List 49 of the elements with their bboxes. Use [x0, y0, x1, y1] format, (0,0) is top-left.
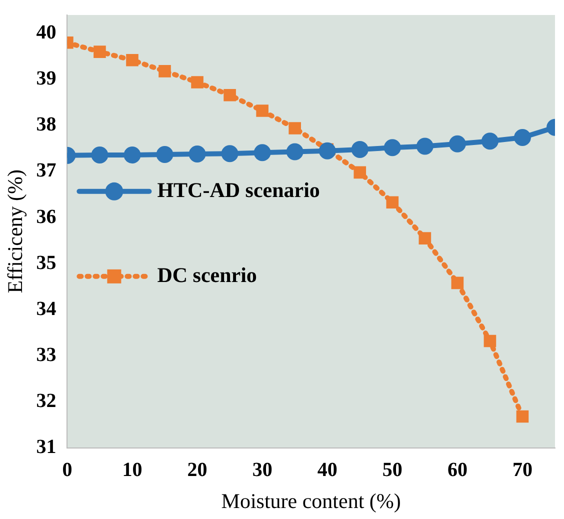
y-tick-label: 34 [36, 298, 56, 320]
x-tick-label: 60 [447, 458, 468, 481]
point [256, 104, 268, 117]
y-tick-label: 35 [36, 252, 56, 274]
point [318, 142, 336, 160]
point [451, 276, 464, 290]
point [484, 334, 496, 348]
y-tick-label: 32 [36, 390, 56, 412]
point [191, 76, 204, 88]
point [351, 140, 368, 158]
point [354, 166, 366, 179]
y-tick-label: 40 [36, 22, 56, 44]
point [221, 145, 238, 162]
y-tick-label: 38 [36, 114, 56, 136]
legend-label: DC scenrio [157, 262, 257, 287]
point [481, 132, 498, 150]
point [124, 146, 141, 164]
point [156, 146, 174, 164]
x-tick-label: 30 [252, 458, 272, 481]
y-tick-label: 37 [36, 160, 56, 182]
x-tick-label: 50 [382, 458, 402, 481]
y-axis-title: Efficiceny (%) [3, 169, 28, 294]
point [188, 146, 206, 163]
x-tick-label: 40 [317, 458, 338, 481]
x-tick-label: 20 [187, 458, 208, 481]
x-tick-label: 10 [122, 458, 142, 481]
point [224, 88, 236, 102]
point [158, 65, 171, 78]
point [286, 143, 304, 160]
point [418, 232, 432, 244]
x-axis-title: Moisture content (%) [221, 488, 401, 513]
y-tick-label: 36 [36, 206, 56, 228]
point [94, 46, 106, 58]
x-tick-label: 0 [62, 458, 72, 481]
point [386, 196, 399, 209]
point [91, 146, 108, 164]
point [384, 139, 401, 156]
point [516, 410, 529, 423]
point [288, 122, 301, 134]
y-tick-label: 33 [36, 344, 56, 366]
point [254, 144, 271, 162]
y-tick-label: 39 [36, 68, 56, 90]
legend-label: HTC-AD scenario [157, 178, 320, 202]
point [514, 128, 531, 146]
point [416, 138, 434, 155]
x-tick-label: 70 [512, 458, 532, 481]
point [448, 135, 466, 152]
y-tick-label: 31 [36, 436, 56, 458]
point [126, 54, 138, 66]
